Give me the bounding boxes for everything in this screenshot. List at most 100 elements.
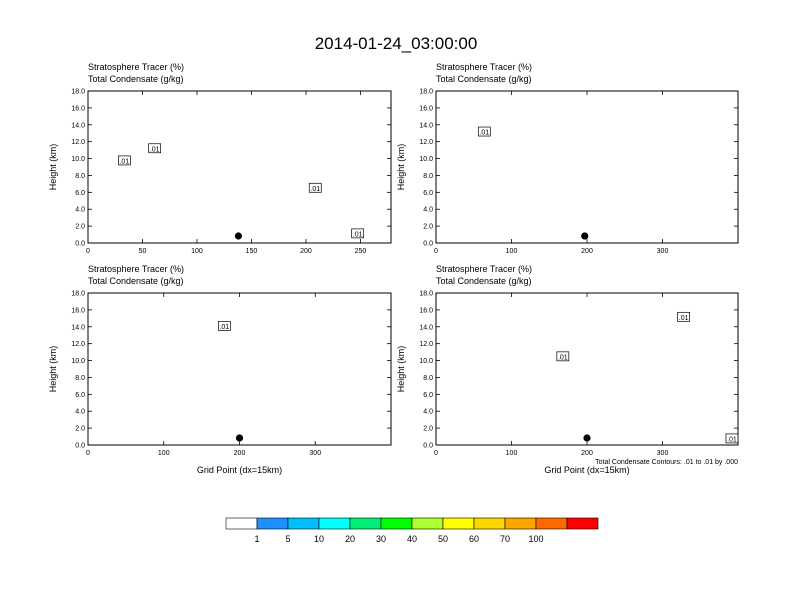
y-tick-label: 12.0 [71, 139, 85, 146]
location-marker [583, 434, 591, 442]
y-tick-label: 16.0 [419, 307, 433, 314]
panel-title-condensate: Total Condensate (g/kg) [88, 74, 184, 84]
panel-label: South-North [124, 101, 178, 112]
contour-label: .01 [119, 158, 129, 165]
contour-label-box [477, 126, 491, 137]
x-tick-label: 300 [657, 450, 669, 457]
y-tick-label: 18.0 [419, 291, 433, 298]
colorbar-swatch [349, 517, 382, 530]
y-tick-label: 14.0 [71, 324, 85, 331]
contour-label-box [677, 311, 690, 322]
x-axis-label: Grid Point (dx=15km) [544, 465, 629, 475]
y-tick-label: 8.0 [423, 173, 433, 180]
contour-label-box [118, 155, 131, 166]
panel-west-east: .01 West-East Stratosphere Tracer (%) Total… [48, 264, 392, 475]
y-tick-label: 6.0 [75, 392, 85, 399]
y-tick-label: 6.0 [75, 190, 85, 197]
panel-title-condensate: Total Condensate (g/kg) [436, 276, 532, 286]
x-tick-label: 100 [158, 450, 170, 457]
location-marker [235, 434, 244, 442]
y-tick-label: 2.0 [423, 224, 433, 231]
x-tick-label: 200 [234, 450, 246, 457]
contour-label-box [725, 433, 739, 444]
colorbar-label: 10 [314, 534, 324, 544]
x-tick-label: 150 [246, 248, 258, 255]
colorbar-label: 20 [345, 534, 355, 544]
panel-title-tracer: Stratosphere Tracer (%) [436, 264, 532, 274]
panel-label: SW-NE [460, 101, 493, 112]
y-tick-label: 8.0 [423, 375, 433, 382]
y-tick-label: 0.0 [75, 241, 85, 248]
contour-label: .01 [310, 186, 320, 193]
contour-label: .01 [219, 324, 229, 331]
x-tick-label: 100 [506, 248, 518, 255]
y-tick-label: 2.0 [423, 426, 433, 433]
x-tick-label: 200 [300, 248, 312, 255]
x-tick-label: 200 [581, 248, 593, 255]
panel-south-north: .01 .01 .01 .01 South-North Stratosphere Trac… [48, 62, 392, 255]
y-tick-label: 14.0 [419, 324, 433, 331]
y-tick-label: 6.0 [423, 392, 433, 399]
y-tick-label: 10.0 [419, 358, 433, 365]
contour-label-box [351, 228, 365, 239]
y-axis-label: Height (km) [48, 144, 58, 191]
y-tick-label: 4.0 [75, 207, 85, 214]
contour-label-box [218, 321, 231, 331]
colorbar-swatch [287, 517, 320, 530]
colorbar-swatch [504, 517, 537, 530]
colorbar-label: 100 [528, 534, 543, 544]
contour-label-box [308, 182, 322, 193]
x-tick-label: 0 [86, 248, 90, 255]
x-tick-label: 200 [581, 450, 593, 457]
x-tick-label: 300 [309, 450, 321, 457]
panel-label: NW-SE [460, 303, 493, 314]
y-tick-label: 2.0 [75, 224, 85, 231]
y-tick-label: 10.0 [71, 156, 85, 163]
panel-title-condensate: Total Condensate (g/kg) [88, 276, 184, 286]
x-tick-label: 0 [86, 450, 90, 457]
y-axis-label: Height (km) [48, 346, 58, 393]
x-tick-label: 250 [355, 248, 367, 255]
y-tick-label: 16.0 [71, 105, 85, 112]
x-tick-label: 100 [191, 248, 203, 255]
y-tick-label: 0.0 [423, 443, 433, 450]
colorbar: 1 5 10 20 30 40 50 60 70 100 [225, 517, 599, 544]
panel-sw-ne: .01 SW-NE Stratosphere Tracer (%) Total Con… [396, 62, 739, 255]
x-axis-label: Grid Point (dx=15km) [197, 465, 282, 475]
panel-title-tracer: Stratosphere Tracer (%) [436, 62, 532, 72]
x-tick-label: 50 [139, 248, 147, 255]
colorbar-swatch [256, 517, 289, 530]
colorbar-swatch [473, 517, 506, 530]
contour-label: .01 [679, 315, 689, 322]
contour-label: .01 [150, 146, 160, 153]
plot-area [436, 293, 738, 445]
contour-label: .01 [479, 130, 489, 137]
plot-area [88, 91, 391, 243]
y-tick-label: 12.0 [419, 341, 433, 348]
colorbar-label: 1 [254, 534, 259, 544]
y-tick-label: 18.0 [71, 291, 85, 298]
colorbar-label: 50 [438, 534, 448, 544]
panel-label: West-East [112, 303, 158, 314]
panels-group: .01 .01 .01 .01 South-North Stratosphere Trac… [48, 62, 739, 475]
y-tick-label: 18.0 [419, 89, 433, 96]
colorbar-swatch [442, 517, 475, 530]
colorbar-swatch [380, 517, 413, 530]
figure-title: 2014-01-24_03:00:00 [315, 34, 478, 53]
colorbar-swatch [566, 517, 599, 530]
x-tick-label: 300 [657, 248, 669, 255]
x-tick-label: 100 [506, 450, 518, 457]
x-tick-label: 0 [434, 450, 438, 457]
plot-area [436, 91, 738, 243]
x-tick-label: 0 [434, 248, 438, 255]
y-axis-label: Height (km) [396, 144, 406, 191]
contour-label: .01 [353, 231, 363, 238]
location-marker [234, 232, 243, 240]
contour-label-box [148, 143, 162, 154]
y-tick-label: 16.0 [71, 307, 85, 314]
colorbar-label: 60 [469, 534, 479, 544]
y-tick-label: 16.0 [419, 105, 433, 112]
colorbar-swatch [225, 517, 258, 530]
y-tick-label: 8.0 [75, 375, 85, 382]
